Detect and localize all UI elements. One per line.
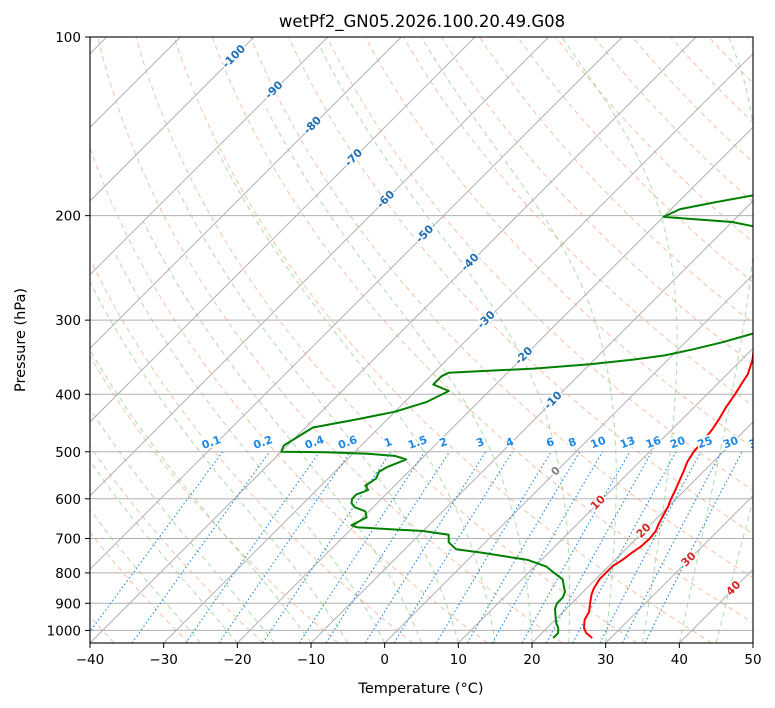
isotherm-line	[90, 37, 623, 571]
isotherm-line	[384, 273, 753, 643]
y-axis-title: Pressure (hPa)	[13, 288, 29, 392]
x-tick-label: 40	[671, 652, 688, 668]
dry-adiabat-line	[90, 531, 190, 643]
y-tick-label: 800	[55, 566, 81, 582]
isotherm-line	[236, 126, 753, 643]
x-axis-title: Temperature (°C)	[357, 681, 483, 697]
dry-adiabat-line	[288, 37, 753, 535]
dry-adiabat-line	[211, 37, 753, 624]
x-tick-label: 10	[450, 652, 467, 668]
axes: −40 −30 −20 −10 0 10 20 30 40 50 100 200 300 400 500 60…	[47, 30, 762, 668]
dry-adiabat-line	[593, 37, 753, 203]
y-tick-label: 500	[55, 445, 81, 461]
mixing-ratio-line	[218, 451, 351, 643]
y-tick-label: 700	[55, 532, 81, 548]
x-tick-label: −20	[223, 652, 252, 668]
dry-adiabat-line	[97, 37, 563, 643]
mixing-ratio-line	[521, 451, 631, 643]
y-tick-label: 1000	[47, 623, 81, 639]
dewpoint-profile-line	[280, 194, 753, 639]
y-tick-label: 100	[55, 30, 81, 46]
x-tick-label: 50	[744, 652, 761, 668]
mixing-ratio-line	[131, 451, 271, 643]
isotherm-line	[531, 421, 753, 643]
y-tick-label: 200	[55, 209, 81, 225]
dry-adiabat-line	[326, 37, 753, 492]
dry-adiabat-line	[517, 37, 753, 284]
mixing-ratio-line	[364, 451, 487, 643]
temperature-profile-line	[583, 350, 753, 639]
mixing-ratio-line	[545, 451, 653, 643]
x-tick-label: 0	[380, 652, 389, 668]
y-tick-label: 300	[55, 313, 81, 329]
background-lines	[90, 37, 753, 643]
dry-adiabat-line	[631, 37, 753, 163]
dry-adiabat-line	[364, 37, 753, 449]
isotherm-line	[90, 37, 476, 423]
moist-adiabat-line	[90, 348, 312, 643]
profile-lines	[280, 194, 753, 639]
mixing-ratio-line	[435, 451, 552, 643]
chart-title: wetPf2_GN05.2026.100.20.49.G08	[279, 12, 565, 32]
y-tick-label: 900	[55, 596, 81, 612]
mixing-ratio-line	[644, 451, 743, 643]
moist-adiabat-line	[263, 103, 533, 643]
dry-adiabat-line	[250, 37, 753, 579]
isotherm-line	[310, 200, 753, 643]
moist-adiabat-line	[113, 251, 386, 643]
y-tick-label: 400	[55, 387, 81, 403]
x-tick-label: −30	[149, 652, 178, 668]
mixing-ratio-line	[262, 451, 392, 643]
moist-adiabat-line	[216, 148, 496, 643]
moist-adiabat-line	[420, 37, 617, 643]
moist-adiabat-line	[90, 460, 238, 643]
x-tick-label: −10	[297, 652, 326, 668]
mixing-ratio-line	[298, 451, 426, 643]
x-tick-label: 30	[597, 652, 614, 668]
moist-adiabat-line	[561, 37, 678, 643]
isotherm-line	[90, 37, 550, 497]
isotherm-line	[90, 37, 255, 202]
dry-adiabat-line	[555, 37, 753, 243]
dry-adiabat-line	[479, 37, 753, 324]
isotherm-line	[163, 52, 753, 643]
dry-adiabat-line	[440, 37, 753, 365]
isotherm-line	[90, 37, 402, 350]
dry-adiabat-line	[402, 37, 753, 407]
y-tick-label: 600	[55, 492, 81, 508]
x-tick-label: −40	[76, 652, 105, 668]
isotherm-line	[90, 37, 329, 276]
isotherm-line	[457, 347, 753, 643]
mixing-ratio-line	[325, 451, 451, 643]
moist-adiabat-line	[90, 280, 349, 643]
isotherm-line	[90, 37, 697, 643]
mixing-ratio-line	[599, 451, 702, 643]
moist-adiabat-line	[678, 37, 753, 643]
moist-adiabat-line	[176, 188, 459, 643]
x-tick-label: 20	[523, 652, 540, 668]
mixing-ratio-line	[90, 451, 224, 633]
dry-adiabat-line	[90, 257, 414, 643]
moist-adiabat-line	[319, 45, 571, 643]
dry-adiabat-line	[135, 37, 638, 643]
moist-adiabat-line	[142, 221, 422, 643]
isotherm-line	[605, 494, 753, 643]
mixing-ratio-label: 36	[747, 434, 766, 452]
plot-frame	[89, 36, 754, 644]
mixing-ratio-line	[185, 451, 321, 643]
